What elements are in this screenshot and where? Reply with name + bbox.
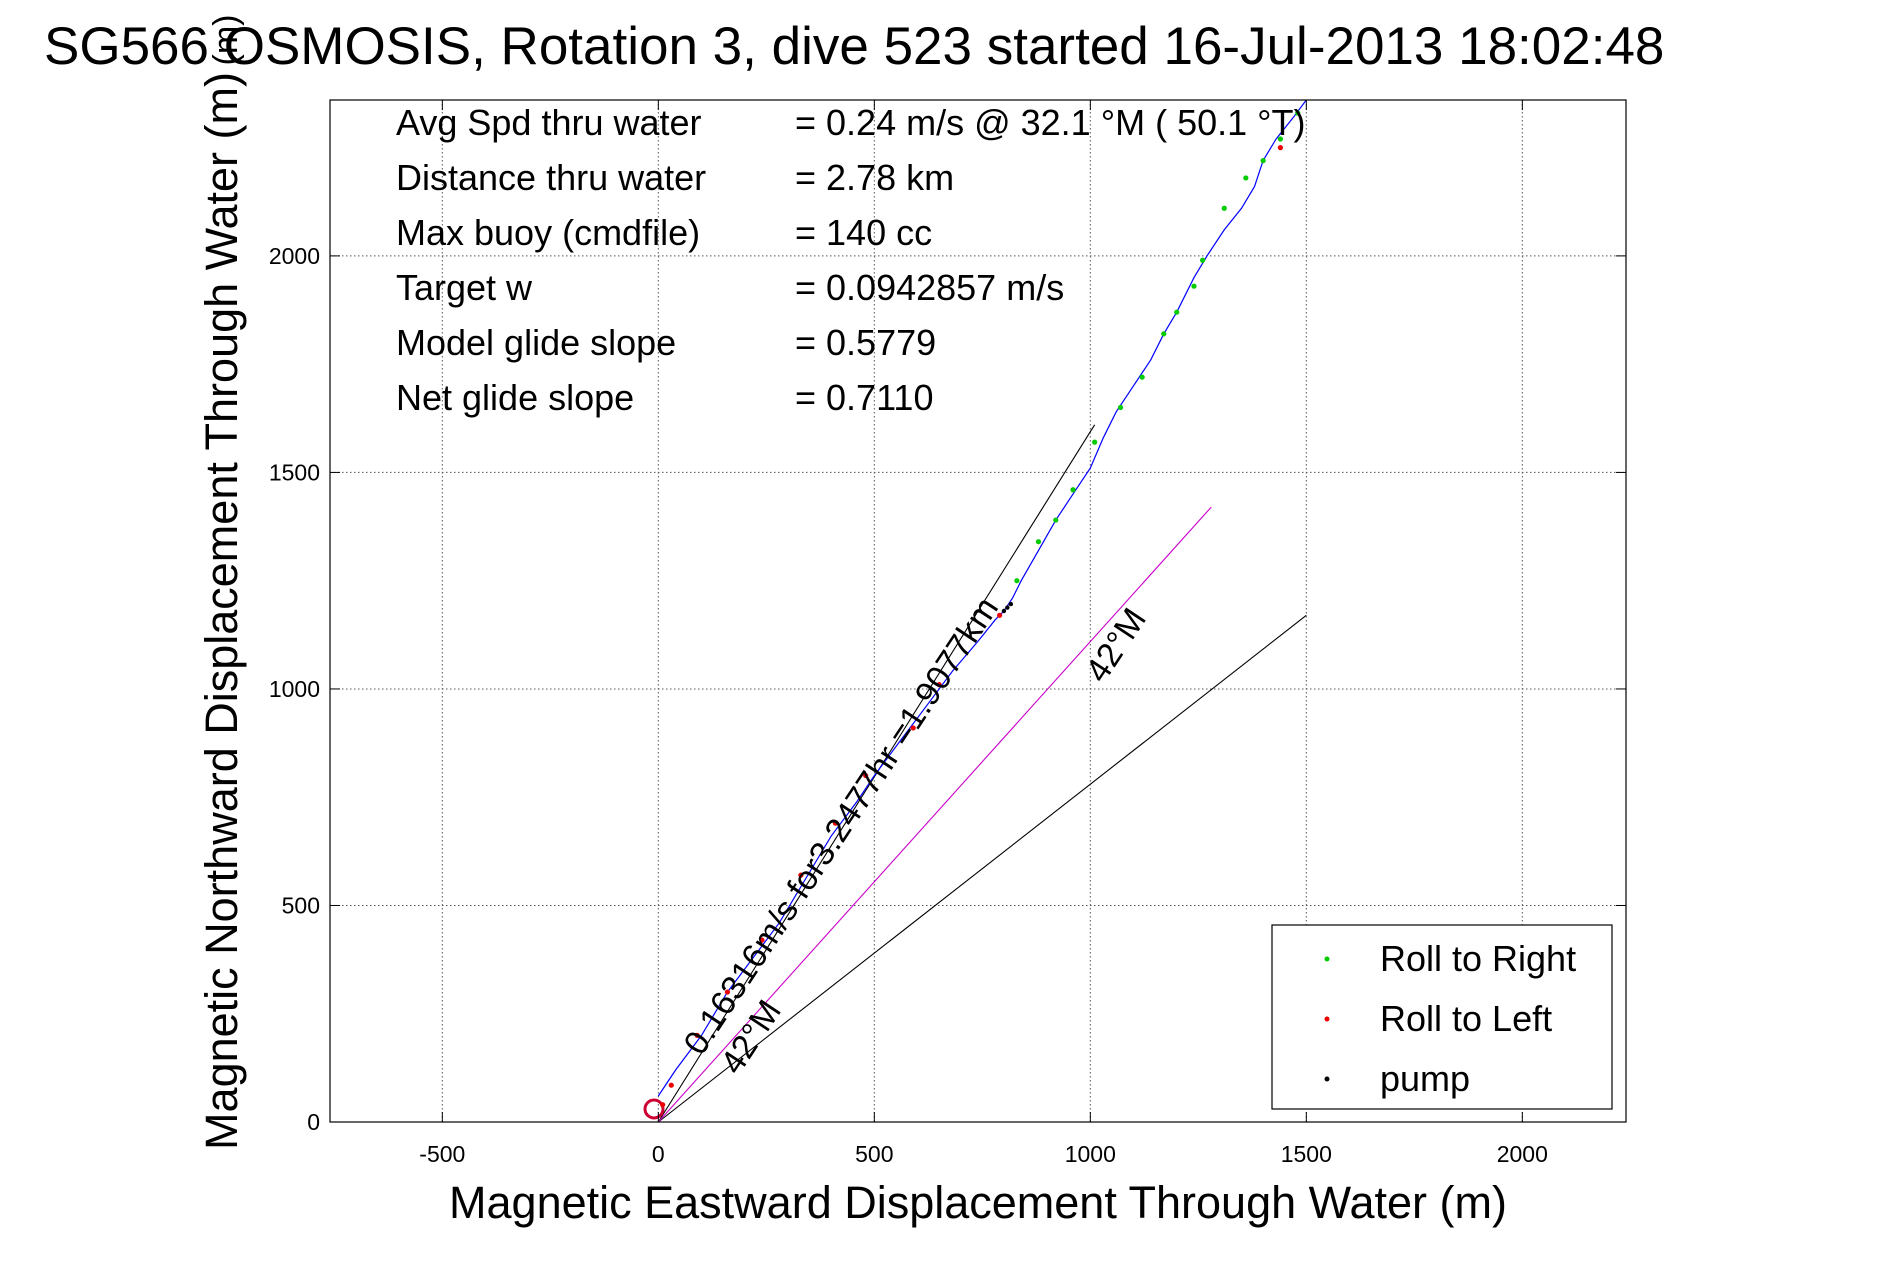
roll-left-point: [910, 725, 916, 731]
roll-right-point: [1014, 578, 1020, 584]
legend: Roll to Right Roll to Left pump: [1271, 924, 1613, 1110]
stat-value: = 0.5779: [795, 322, 936, 363]
chart-title: SG566 OSMOSIS, Rotation 3, dive 523 star…: [44, 17, 1664, 76]
pump-point: [1005, 605, 1010, 610]
roll-right-point: [1174, 309, 1180, 315]
x-tick-label: 1500: [1281, 1141, 1332, 1167]
legend-marker: [1324, 956, 1330, 962]
stat-value: = 0.7110: [795, 377, 933, 418]
y-tick-label: 1000: [269, 676, 320, 702]
legend-label: Roll to Right: [1380, 938, 1576, 979]
roll-right-point: [1035, 539, 1042, 545]
reference-line: [657, 614, 1307, 1123]
roll-right-point: [1070, 487, 1076, 493]
legend-marker: [1324, 1016, 1330, 1022]
roll-right-point: [1117, 404, 1124, 411]
roll-right-point: [1191, 283, 1197, 289]
stat-value: = 2.78 km: [795, 157, 954, 198]
stat-label: Target w: [396, 267, 533, 308]
y-axis-ticks: 0 500 1000 1500 2000: [269, 243, 1626, 1135]
stat-value: = 0.0942857 m/s: [795, 267, 1064, 308]
roll-left-point: [1277, 145, 1283, 151]
roll-markers: [660, 110, 1301, 1108]
start-marker: [643, 1098, 665, 1120]
roll-right-point: [1139, 374, 1145, 380]
y-tick-label: 2000: [269, 243, 320, 269]
roll-left-point: [936, 682, 942, 688]
stats-block: Avg Spd thru water = 0.24 m/s @ 32.1 °M (…: [396, 102, 1306, 418]
stat-label: Distance thru water: [396, 157, 706, 198]
x-tick-label: -500: [419, 1141, 465, 1167]
plot-frame: [329, 99, 1627, 1123]
x-axis-label: Magnetic Eastward Displacement Through W…: [449, 1177, 1507, 1228]
roll-right-point: [1200, 257, 1206, 263]
y-tick-label: 500: [282, 892, 320, 918]
x-tick-label: 500: [855, 1141, 893, 1167]
roll-left-point: [759, 937, 765, 943]
roll-right-point: [1053, 517, 1059, 523]
roll-left-point: [863, 772, 869, 779]
pump-point: [1008, 601, 1014, 607]
roll-left-point: [694, 1032, 700, 1038]
y-axis-label-overlay: (m): [207, 15, 245, 66]
stat-value: = 0.24 m/s @ 32.1 °M ( 50.1 °T): [795, 102, 1306, 143]
roll-left-point: [724, 989, 731, 995]
x-tick-label: 0: [652, 1141, 665, 1167]
y-tick-label: 0: [307, 1109, 320, 1135]
roll-right-point: [1243, 175, 1249, 181]
glider-track-line: [657, 99, 1307, 1097]
roll-right-point: [1161, 331, 1167, 337]
roll-left-point: [997, 612, 1003, 618]
stat-label: Avg Spd thru water: [396, 102, 702, 143]
stat-label: Model glide slope: [396, 322, 676, 363]
roll-right-point: [1092, 439, 1098, 445]
y-tick-label: 1500: [269, 459, 320, 485]
legend-label: Roll to Left: [1380, 998, 1552, 1039]
roll-right-point: [1277, 136, 1283, 142]
roll-right-point: [1295, 110, 1301, 116]
roll-left-point: [660, 1102, 666, 1108]
roll-right-point: [1260, 158, 1266, 164]
pump-point: [1001, 608, 1007, 614]
stat-value: = 140 cc: [795, 212, 932, 253]
x-tick-label: 1000: [1065, 1141, 1116, 1167]
legend-marker: [1324, 1076, 1330, 1082]
roll-left-point: [668, 1082, 674, 1088]
x-axis-ticks: -500 0 500 1000 1500 2000: [419, 100, 1548, 1167]
roll-right-point: [1221, 205, 1227, 211]
x-tick-label: 2000: [1497, 1141, 1548, 1167]
roll-left-point: [798, 872, 804, 878]
stat-label: Max buoy (cmdfile): [396, 212, 700, 253]
stat-label: Net glide slope: [396, 377, 634, 418]
legend-label: pump: [1380, 1058, 1470, 1099]
roll-left-point: [832, 820, 839, 826]
reference-line: [657, 506, 1212, 1123]
y-axis-label: Magnetic Northward Displacement Through …: [196, 72, 247, 1150]
